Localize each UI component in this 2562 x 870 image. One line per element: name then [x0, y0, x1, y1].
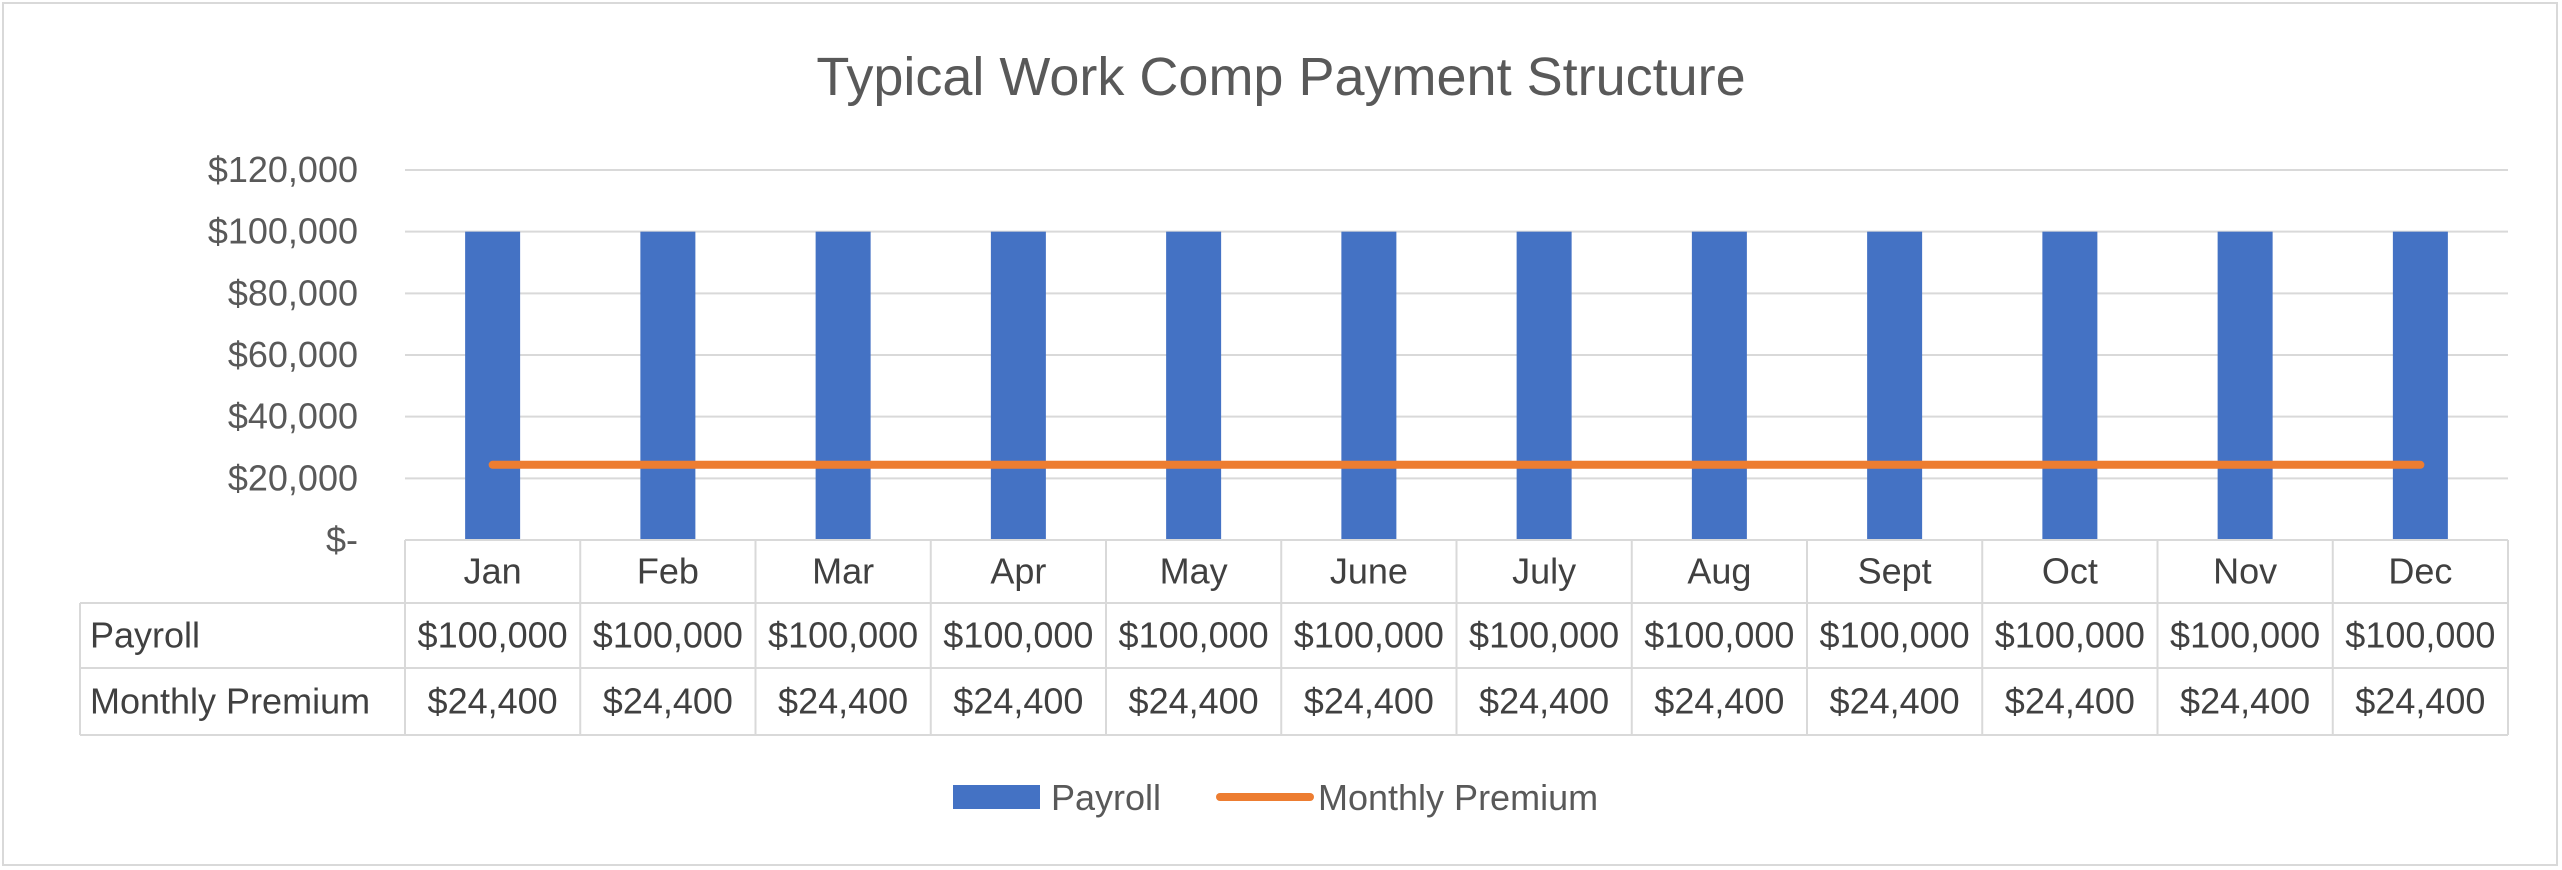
bar-payroll: [1516, 231, 1572, 540]
table-cell: $24,400: [1654, 681, 1784, 722]
table-cell: $100,000: [768, 615, 918, 656]
table-cell: $24,400: [428, 681, 558, 722]
table-cell: $100,000: [1995, 615, 2145, 656]
x-tick-label: Sept: [1858, 551, 1932, 592]
x-tick-label: June: [1330, 551, 1408, 592]
x-tick-label: July: [1512, 551, 1576, 592]
y-tick-label: $20,000: [228, 457, 358, 498]
legend-label-payroll: Payroll: [1051, 777, 1161, 818]
x-tick-label: Oct: [2042, 551, 2098, 592]
table-cell: $100,000: [1294, 615, 1444, 656]
y-axis-ticks: $- $20,000 $40,000 $60,000 $80,000 $100,000 $1…: [208, 149, 358, 560]
table-cell: $24,400: [1479, 681, 1609, 722]
gridlines: [405, 169, 2508, 480]
y-tick-label: $60,000: [228, 334, 358, 375]
table-cell: $24,400: [1129, 681, 1259, 722]
table-cell: $24,400: [953, 681, 1083, 722]
table-cell: $24,400: [2355, 681, 2485, 722]
bar-payroll: [990, 231, 1046, 540]
table-cell: $100,000: [1469, 615, 1619, 656]
chart-title: Typical Work Comp Payment Structure: [816, 47, 1745, 107]
bar-payroll: [1166, 231, 1222, 540]
x-tick-label: Aug: [1687, 551, 1751, 592]
table-cell: $24,400: [1304, 681, 1434, 722]
table-cell: $24,400: [1830, 681, 1960, 722]
x-tick-label: Apr: [990, 551, 1046, 592]
table-row-header: Payroll: [90, 615, 200, 656]
y-tick-label: $100,000: [208, 211, 358, 252]
x-tick-label: May: [1160, 551, 1228, 592]
bar-payroll: [640, 231, 696, 540]
table-cell: $24,400: [2180, 681, 2310, 722]
table-cell: $100,000: [2170, 615, 2320, 656]
y-tick-label: $40,000: [228, 396, 358, 437]
table-cell: $100,000: [1119, 615, 1269, 656]
bar-payroll: [1867, 231, 1923, 540]
x-tick-label: Nov: [2213, 551, 2277, 592]
bar-payroll: [1691, 231, 1747, 540]
data-table: Jan Feb Mar Apr May June July Aug Sept Oct Nov Dec P…: [79, 539, 2509, 736]
table-cell: $24,400: [778, 681, 908, 722]
bar-payroll: [2042, 231, 2098, 540]
y-tick-label: $80,000: [228, 272, 358, 313]
x-tick-label: Mar: [812, 551, 874, 592]
y-tick-label: $-: [326, 519, 358, 560]
bar-payroll: [2217, 231, 2273, 540]
table-cell: $100,000: [593, 615, 743, 656]
table-cell: $100,000: [1644, 615, 1794, 656]
legend: Payroll Monthly Premium: [953, 777, 1598, 818]
bar-payroll: [815, 231, 871, 540]
table-cell: $100,000: [418, 615, 568, 656]
table-cell: $24,400: [603, 681, 733, 722]
x-tick-label: Feb: [637, 551, 699, 592]
table-cell: $24,400: [2005, 681, 2135, 722]
bar-payroll: [1341, 231, 1397, 540]
y-tick-label: $120,000: [208, 149, 358, 190]
bar-series: [465, 231, 2448, 540]
table-cell: $100,000: [2345, 615, 2495, 656]
x-tick-label: Dec: [2388, 551, 2452, 592]
table-cell: $100,000: [1820, 615, 1970, 656]
table-cell: $100,000: [943, 615, 1093, 656]
legend-swatch-payroll: [953, 785, 1040, 809]
legend-label-monthly-premium: Monthly Premium: [1318, 777, 1598, 818]
table-row-header: Monthly Premium: [90, 681, 370, 722]
x-tick-label: Jan: [464, 551, 522, 592]
bar-payroll: [465, 231, 521, 540]
bar-payroll: [2392, 231, 2448, 540]
